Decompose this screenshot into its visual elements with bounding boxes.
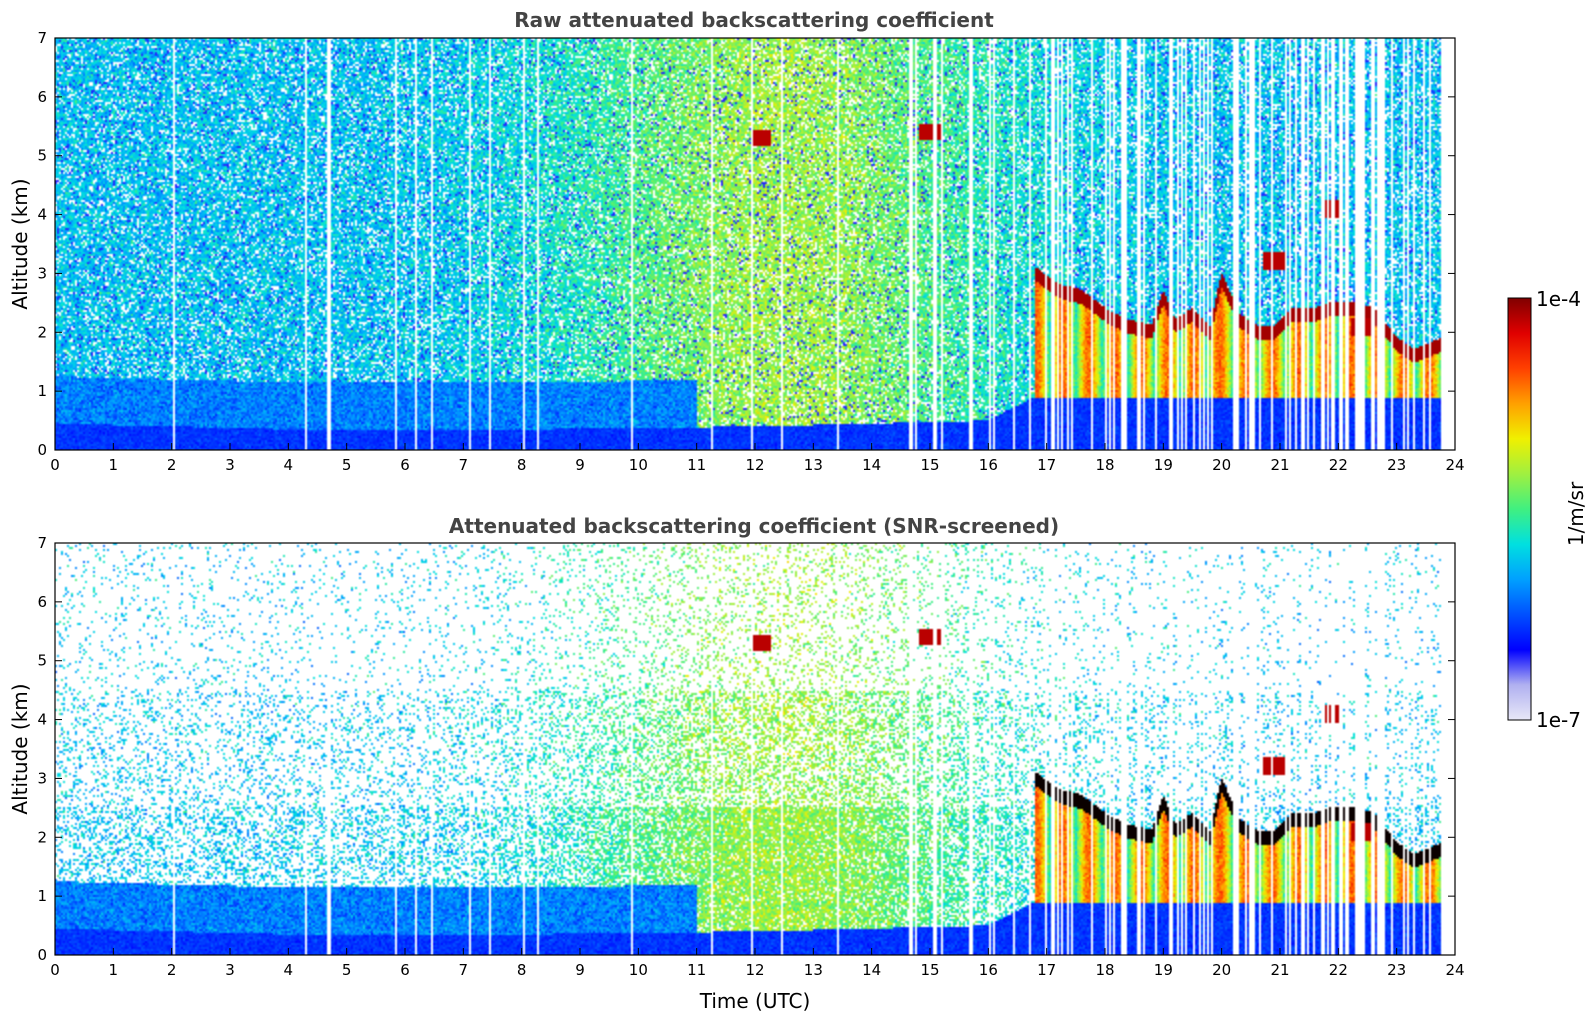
x-tick-label: 15 [920, 456, 939, 474]
y-tick-label: 6 [37, 88, 47, 106]
x-tick-label: 19 [1154, 961, 1173, 979]
screened-backscatter-heatmap [55, 543, 1455, 955]
x-tick-label: 6 [400, 961, 410, 979]
x-tick-label: 4 [284, 961, 294, 979]
x-tick-label: 1 [109, 961, 119, 979]
y-tick-label: 6 [37, 593, 47, 611]
y-tick-label: 7 [37, 534, 47, 552]
colorbar-min-label: 1e-7 [1536, 708, 1581, 732]
y-tick-label: 2 [37, 323, 47, 341]
y-tick-label: 5 [37, 147, 47, 165]
panel-screened-x-ticks: 0 1 2 3 4 5 6 7 8 9 10 11 12 13 14 15 16 17 18 19 20 21 22 23 24 [50, 948, 1465, 979]
x-tick-label: 1 [109, 456, 119, 474]
x-tick-label: 21 [1270, 456, 1289, 474]
colorbar-max-label: 1e-4 [1536, 287, 1581, 311]
x-tick-label: 8 [517, 961, 527, 979]
x-tick-label: 3 [225, 961, 235, 979]
x-tick-label: 9 [575, 456, 585, 474]
x-tick-label: 7 [459, 456, 469, 474]
x-tick-label: 16 [979, 456, 998, 474]
y-tick-label: 2 [37, 828, 47, 846]
x-tick-label: 8 [517, 456, 527, 474]
x-tick-label: 4 [284, 456, 294, 474]
x-tick-label: 14 [862, 456, 881, 474]
colorbar-gradient [1507, 297, 1532, 721]
x-tick-label: 2 [167, 961, 177, 979]
x-tick-label: 21 [1270, 961, 1289, 979]
x-tick-label: 22 [1329, 456, 1348, 474]
x-tick-label: 9 [575, 961, 585, 979]
x-tick-label: 18 [1095, 456, 1114, 474]
panel-screened-y-label: Altitude (km) [8, 683, 32, 814]
y-tick-label: 7 [37, 29, 47, 47]
x-tick-label: 11 [687, 456, 706, 474]
y-tick-label: 3 [37, 264, 47, 282]
x-tick-label: 23 [1387, 456, 1406, 474]
x-tick-label: 20 [1212, 961, 1231, 979]
y-tick-label: 4 [37, 711, 47, 729]
x-tick-label: 10 [629, 961, 648, 979]
x-tick-label: 12 [745, 456, 764, 474]
x-tick-label: 23 [1387, 961, 1406, 979]
x-tick-label: 20 [1212, 456, 1231, 474]
raw-backscatter-heatmap [55, 38, 1455, 450]
x-tick-label: 5 [342, 961, 352, 979]
x-tick-label: 15 [920, 961, 939, 979]
x-tick-label: 10 [629, 456, 648, 474]
x-tick-label: 18 [1095, 961, 1114, 979]
y-tick-label: 1 [37, 382, 47, 400]
x-tick-label: 22 [1329, 961, 1348, 979]
x-tick-label: 24 [1445, 961, 1464, 979]
y-tick-label: 3 [37, 769, 47, 787]
y-tick-label: 0 [37, 441, 47, 459]
colorbar: 1e-4 1e-7 1/m/sr [1507, 287, 1588, 732]
x-tick-label: 13 [804, 961, 823, 979]
x-tick-label: 17 [1037, 456, 1056, 474]
panel-raw: Raw attenuated backscattering coefficien… [8, 8, 1465, 474]
panel-raw-y-label: Altitude (km) [8, 178, 32, 309]
panel-screened-title: Attenuated backscattering coefficient (S… [449, 514, 1059, 538]
panel-raw-title: Raw attenuated backscattering coefficien… [514, 8, 994, 32]
x-tick-label: 24 [1445, 456, 1464, 474]
x-tick-label: 0 [50, 456, 60, 474]
panel-raw-x-ticks: 0 1 2 3 4 5 6 7 8 9 10 11 12 13 14 15 16 17 18 19 20 21 22 23 24 [50, 443, 1465, 474]
x-tick-label: 12 [745, 961, 764, 979]
x-tick-label: 5 [342, 456, 352, 474]
x-tick-label: 3 [225, 456, 235, 474]
x-tick-label: 0 [50, 961, 60, 979]
x-tick-label: 16 [979, 961, 998, 979]
colorbar-units-label: 1/m/sr [1564, 481, 1588, 546]
x-axis-label: Time (UTC) [699, 989, 811, 1013]
y-tick-label: 5 [37, 652, 47, 670]
x-tick-label: 7 [459, 961, 469, 979]
x-tick-label: 2 [167, 456, 177, 474]
x-tick-label: 17 [1037, 961, 1056, 979]
x-tick-label: 19 [1154, 456, 1173, 474]
y-tick-label: 4 [37, 206, 47, 224]
x-tick-label: 6 [400, 456, 410, 474]
x-tick-label: 14 [862, 961, 881, 979]
panel-screened: Attenuated backscattering coefficient (S… [8, 514, 1465, 1013]
y-tick-label: 1 [37, 887, 47, 905]
panel-screened-y-ticks: 0 1 2 3 4 5 6 7 [37, 534, 1455, 964]
panel-raw-y-ticks: 0 1 2 3 4 5 6 7 [37, 29, 1455, 459]
x-tick-label: 13 [804, 456, 823, 474]
y-tick-label: 0 [37, 946, 47, 964]
x-tick-label: 11 [687, 961, 706, 979]
